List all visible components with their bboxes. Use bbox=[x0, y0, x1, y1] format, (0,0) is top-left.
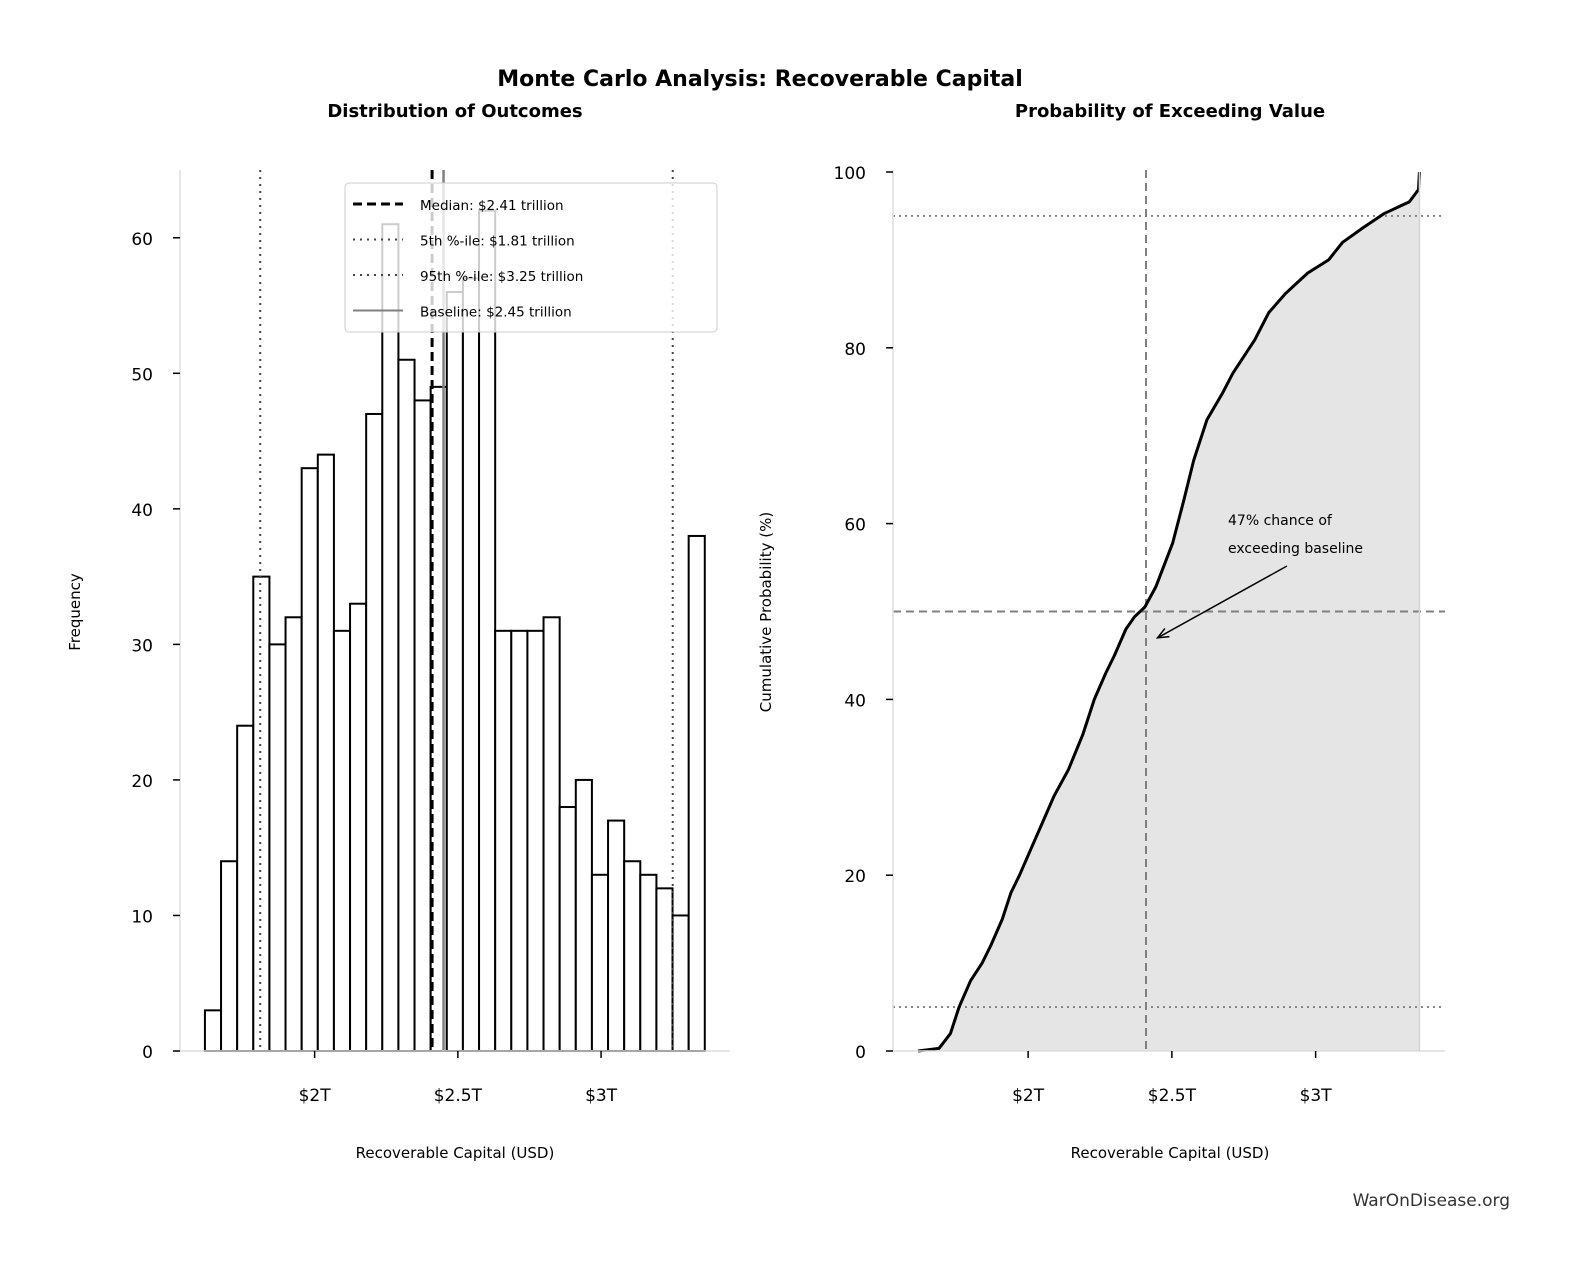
histogram-bar bbox=[558, 806, 577, 1052]
histogram-bar bbox=[445, 290, 464, 1052]
x-tick-label: $2.5T bbox=[434, 1086, 483, 1106]
y-tick-label: 40 bbox=[844, 691, 866, 711]
histogram-bar bbox=[671, 914, 690, 1053]
legend-label: Median: $2.41 trillion bbox=[420, 198, 564, 214]
y-tick-label: 0 bbox=[142, 1043, 153, 1063]
watermark: WarOnDisease.org bbox=[1353, 1191, 1510, 1211]
y-tick-label: 20 bbox=[131, 772, 153, 792]
y-tick-label: 60 bbox=[844, 516, 866, 536]
x-tick-label: $2T bbox=[299, 1086, 332, 1106]
y-tick-label: 30 bbox=[131, 636, 153, 656]
y-tick-label: 60 bbox=[131, 230, 153, 250]
y-tick-label: 50 bbox=[131, 365, 153, 385]
histogram-bar bbox=[478, 209, 497, 1052]
histogram-bar bbox=[203, 1009, 223, 1052]
histogram-bars bbox=[203, 209, 706, 1053]
y-tick-label: 0 bbox=[855, 1043, 866, 1063]
histogram-bar bbox=[220, 860, 239, 1052]
histogram-bar bbox=[284, 616, 303, 1052]
x-tick-label: $2.5T bbox=[1148, 1086, 1197, 1106]
y-tick-label: 10 bbox=[131, 907, 153, 927]
legend-label: 95th %-ile: $3.25 trillion bbox=[420, 269, 583, 285]
histogram-bar bbox=[397, 358, 416, 1052]
histogram-bar bbox=[413, 399, 432, 1052]
right-y-axis-label: Cumulative Probability (%) bbox=[757, 512, 775, 712]
histogram-bar bbox=[574, 778, 593, 1053]
annotation-text-line1: 47% chance of bbox=[1228, 513, 1333, 529]
histogram-bar bbox=[655, 887, 674, 1052]
y-tick-label: 100 bbox=[834, 164, 866, 184]
histogram-bar bbox=[316, 453, 335, 1052]
annotation-arrow bbox=[1157, 565, 1288, 639]
reference-lines bbox=[893, 170, 1445, 1051]
histogram-bar bbox=[607, 819, 626, 1052]
legend-label: Baseline: $2.45 trillion bbox=[420, 305, 572, 321]
histogram-bar bbox=[332, 629, 352, 1052]
x-tick-label: $2T bbox=[1012, 1086, 1045, 1106]
right-y-ticks: 0 20 40 60 80 100 bbox=[834, 164, 893, 1063]
legend: Median: $2.41 trillion 5th %-ile: $1.81 t… bbox=[344, 182, 718, 333]
histogram-bar bbox=[639, 873, 658, 1052]
cdf-chart: Probability of Exceeding Value $2T $2.5T $… bbox=[757, 101, 1445, 1162]
histogram-bar bbox=[461, 277, 481, 1052]
legend-label: 5th %-ile: $1.81 trillion bbox=[420, 234, 575, 250]
histogram-bar bbox=[349, 602, 368, 1052]
left-chart-title: Distribution of Outcomes bbox=[327, 101, 582, 122]
histogram-bar bbox=[268, 643, 287, 1053]
histogram-bar bbox=[526, 629, 545, 1052]
histogram-bar bbox=[300, 467, 319, 1052]
histogram-bar bbox=[687, 534, 706, 1052]
legend-box bbox=[344, 182, 718, 333]
left-y-axis-label: Frequency bbox=[66, 573, 84, 651]
y-tick-label: 80 bbox=[844, 340, 866, 360]
x-tick-label: $3T bbox=[585, 1086, 618, 1106]
cdf-line bbox=[917, 171, 1421, 1053]
histogram-bar bbox=[510, 629, 529, 1052]
figure-title: Monte Carlo Analysis: Recoverable Capita… bbox=[497, 67, 1023, 92]
y-tick-label: 40 bbox=[131, 501, 153, 521]
histogram-bar bbox=[494, 629, 513, 1052]
histogram-bar bbox=[381, 223, 400, 1052]
annotation-text-line2: exceeding baseline bbox=[1228, 541, 1363, 557]
histogram-bar bbox=[252, 575, 271, 1052]
y-tick-label: 20 bbox=[844, 867, 866, 887]
right-chart-title: Probability of Exceeding Value bbox=[1015, 101, 1325, 122]
left-x-ticks: $2T $2.5T $3T bbox=[299, 1051, 618, 1106]
annotation: 47% chance of exceeding baseline bbox=[1155, 513, 1363, 639]
left-x-axis-label: Recoverable Capital (USD) bbox=[356, 1144, 555, 1162]
annotation-arrowhead bbox=[1155, 627, 1170, 639]
histogram-bar bbox=[542, 616, 561, 1052]
x-tick-label: $3T bbox=[1300, 1086, 1333, 1106]
right-x-ticks: $2T $2.5T $3T bbox=[1012, 1051, 1332, 1106]
right-x-axis-label: Recoverable Capital (USD) bbox=[1071, 1144, 1270, 1162]
histogram-bar bbox=[590, 873, 610, 1052]
histogram-bar bbox=[236, 724, 255, 1052]
left-y-ticks: 0 10 20 30 40 50 60 bbox=[131, 230, 180, 1063]
histogram-chart: Distribution of Outcomes $2T $2.5T $3T 0 10… bbox=[66, 101, 730, 1162]
histogram-bar bbox=[365, 412, 384, 1052]
histogram-bar bbox=[623, 860, 642, 1052]
